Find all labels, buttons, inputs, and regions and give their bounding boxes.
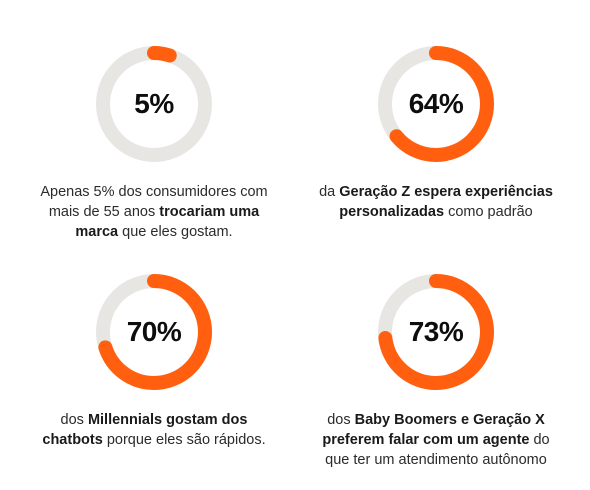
stat-card-4: 73% dos Baby Boomers e Geração X prefere… xyxy=(296,228,576,468)
stat-caption: da Geração Z espera experiências persona… xyxy=(316,182,556,222)
caption-highlight: Geração Z espera experiências personaliz… xyxy=(339,184,553,220)
caption-text: da xyxy=(319,184,340,200)
stat-caption: dos Baby Boomers e Geração X preferem fa… xyxy=(316,410,556,470)
donut-progress xyxy=(96,46,212,162)
caption-text: que eles gostam. xyxy=(118,224,233,240)
caption-text: dos xyxy=(327,412,355,428)
stat-card-3: 70% dos Millennials gostam dos chatbots … xyxy=(14,228,294,468)
stat-caption: Apenas 5% dos consumidores com mais de 5… xyxy=(34,182,274,242)
donut-chart xyxy=(96,46,212,162)
donut-progress xyxy=(378,274,494,390)
percent-value: 73% xyxy=(408,316,464,347)
caption-text: dos xyxy=(60,412,88,428)
caption-text: do que ter um atendimento autônomo xyxy=(325,432,550,468)
stat-card-1: 5% Apenas 5% dos consumidores com mais d… xyxy=(14,0,294,240)
donut-progress xyxy=(96,274,212,390)
donut-chart xyxy=(378,274,494,390)
caption-text: porque eles são rápidos. xyxy=(102,432,266,448)
percent-value: 5% xyxy=(134,88,174,119)
donut-progress xyxy=(378,46,494,162)
caption-text: como padrão xyxy=(444,204,533,220)
stat-card-2: 64% da Geração Z espera experiências per… xyxy=(296,0,576,240)
caption-highlight: Millennials gostam dos chatbots xyxy=(42,412,248,448)
stat-caption: dos Millennials gostam dos chatbots porq… xyxy=(34,410,274,450)
caption-text: Apenas 5% dos consumidores com mais de 5… xyxy=(40,184,268,220)
donut-chart xyxy=(96,274,212,390)
caption-highlight: trocariam uma marca xyxy=(75,204,260,240)
percent-value: 64% xyxy=(408,88,464,119)
caption-highlight: Baby Boomers e Geração X preferem falar … xyxy=(322,412,545,448)
percent-value: 70% xyxy=(126,316,182,347)
donut-chart xyxy=(378,46,494,162)
